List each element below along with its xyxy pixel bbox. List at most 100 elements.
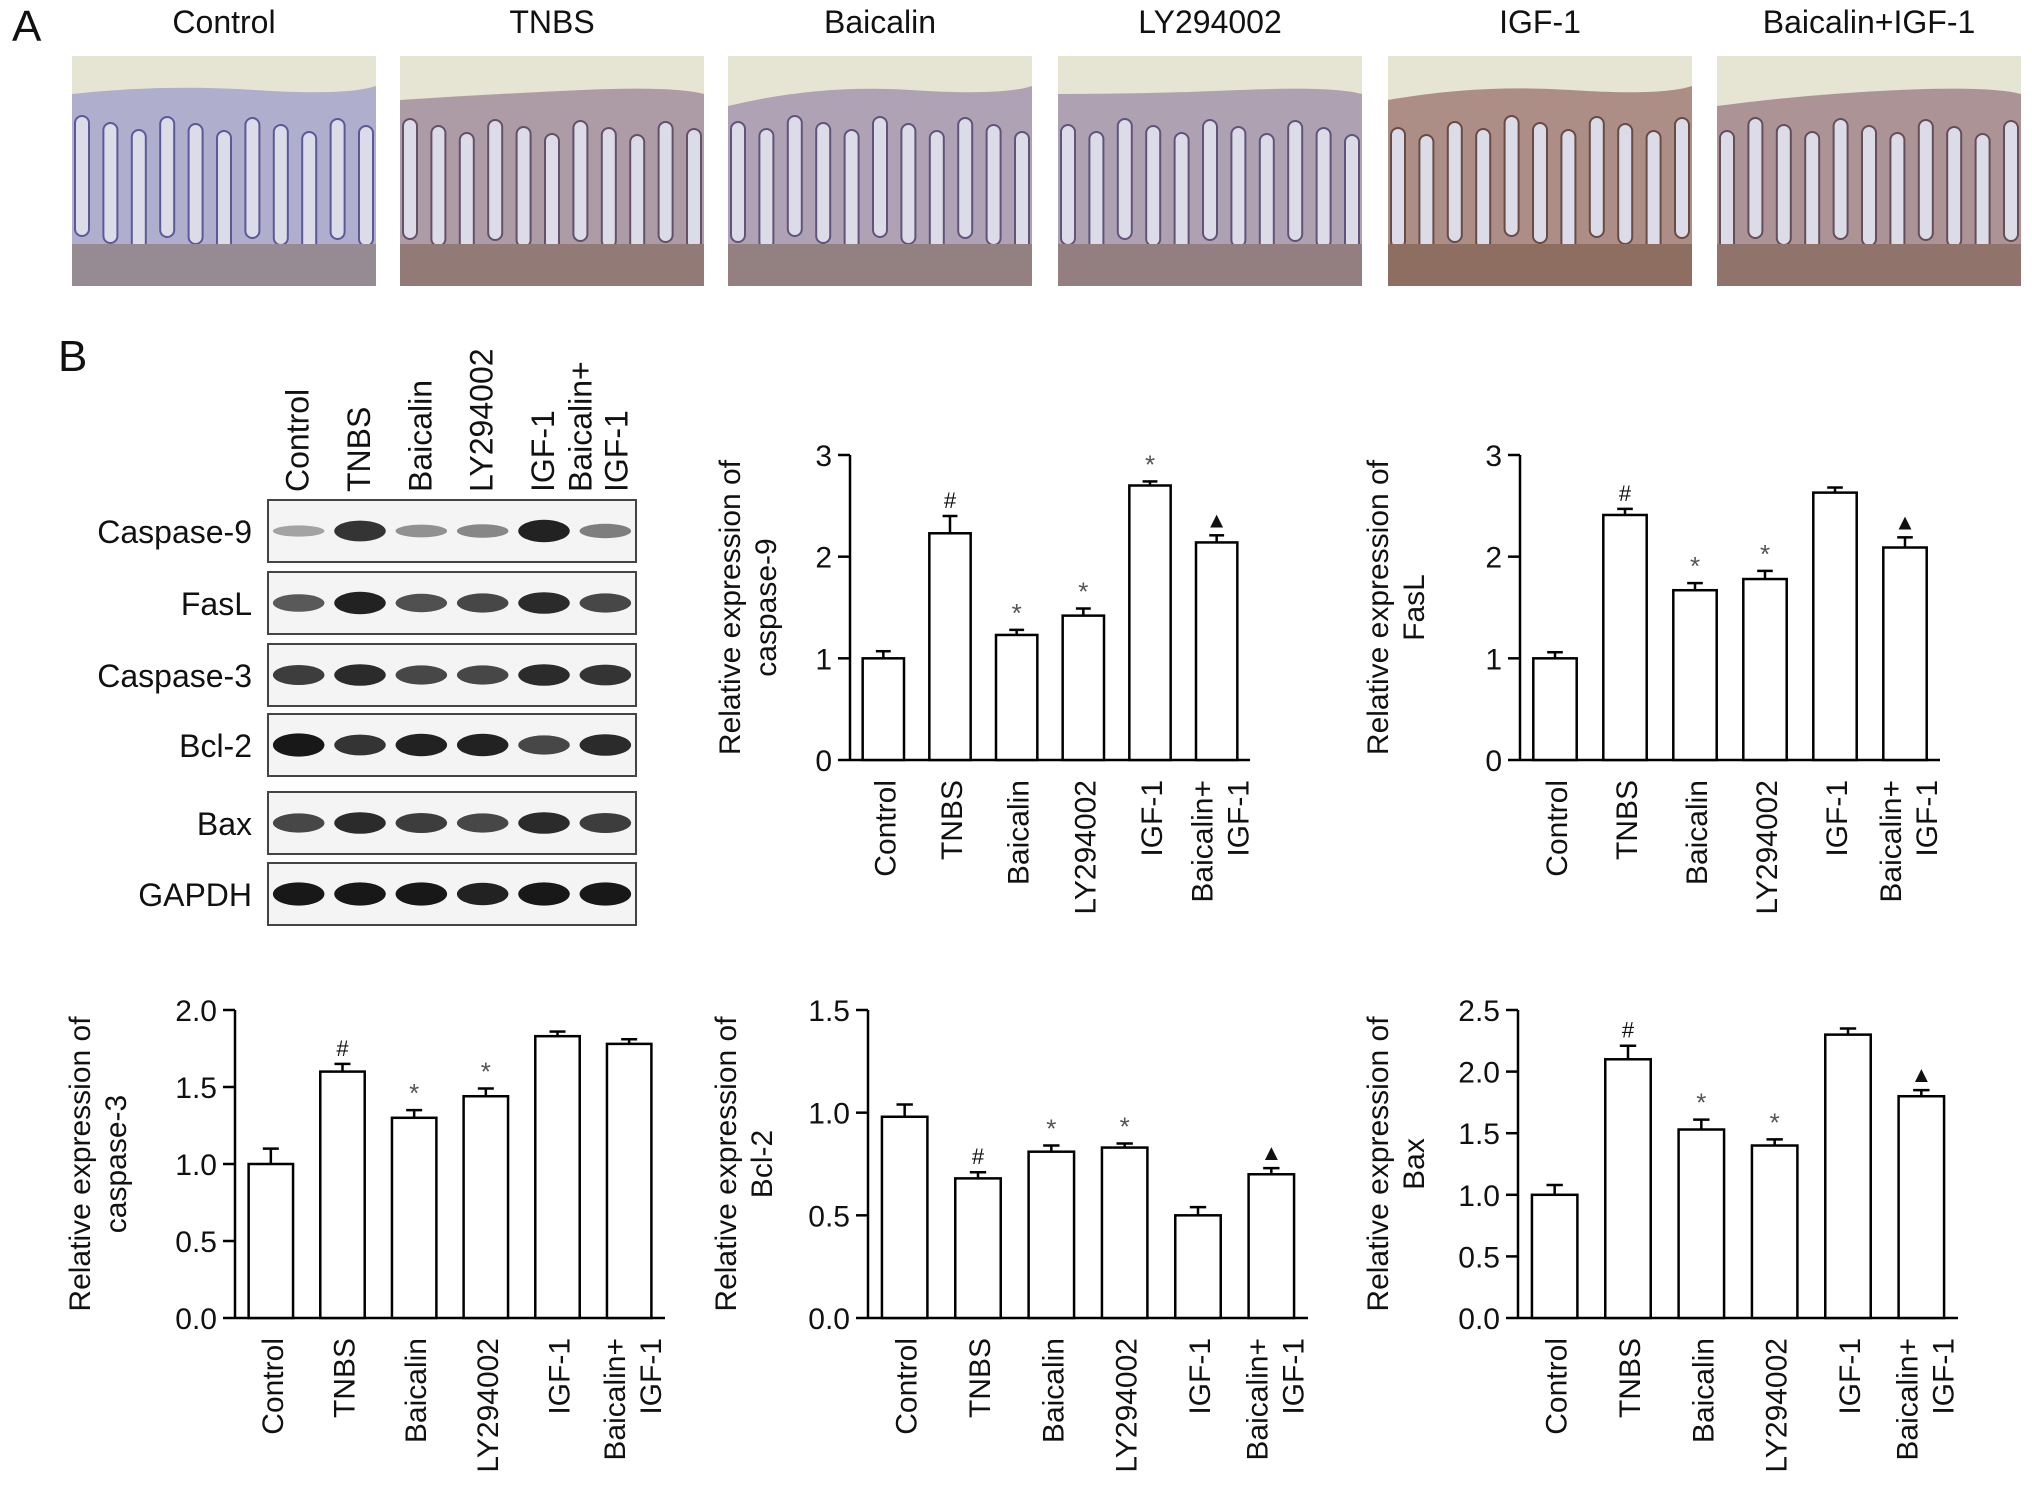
bar (994, 633, 1039, 762)
blot-strip (267, 791, 637, 855)
blot-band (272, 733, 325, 757)
significance-marker: ▲ (1894, 509, 1916, 534)
significance-marker: ▲ (1260, 1140, 1282, 1165)
bar (1530, 1193, 1579, 1320)
significance-marker: # (336, 1036, 349, 1061)
y-axis-label: Relative expression of (710, 1016, 743, 1312)
blot-strip (267, 643, 637, 707)
bar (1750, 1144, 1799, 1320)
significance-marker: * (1696, 1088, 1706, 1118)
bar (534, 1034, 581, 1320)
significance-marker: # (944, 488, 957, 513)
bar (1027, 1150, 1076, 1320)
y-tick-label: 1 (1485, 643, 1502, 676)
blot-strip (267, 499, 637, 563)
bar (954, 1177, 1002, 1320)
x-tick-label: Baicalin+ (1875, 780, 1908, 903)
blot-lane-label: IGF-1 (598, 410, 634, 492)
x-tick-label: IGF-1 (1277, 1338, 1310, 1415)
blot-strip (267, 713, 637, 777)
blot-band (456, 593, 509, 613)
x-tick-label: LY294002 (1111, 1338, 1144, 1473)
blot-band (395, 593, 448, 613)
bar (1604, 1058, 1652, 1320)
bar (1672, 588, 1718, 762)
y-tick-label: 1.0 (808, 1098, 850, 1131)
significance-marker: ▲ (1206, 507, 1228, 532)
significance-marker: * (481, 1057, 491, 1087)
bar (880, 1115, 929, 1320)
bar (1602, 513, 1648, 762)
blot-band (395, 882, 448, 906)
x-tick-label: IGF-1 (1223, 780, 1256, 857)
x-tick-label: Baicalin (1681, 780, 1714, 885)
micrograph-label: IGF-1 (1499, 4, 1581, 40)
x-tick-label: Baicalin (1003, 780, 1036, 885)
x-tick-label: IGF-1 (1911, 780, 1944, 857)
bar (1532, 657, 1578, 762)
significance-marker: * (1690, 551, 1700, 581)
x-tick-label: LY294002 (472, 1338, 505, 1473)
micrograph-image (400, 56, 704, 286)
bar (1882, 546, 1928, 762)
significance-marker: * (1760, 539, 1770, 569)
x-tick-label: Baicalin+ (1187, 780, 1220, 903)
y-tick-label: 2 (815, 542, 832, 575)
y-axis-label: caspase-9 (750, 538, 783, 676)
blot-band (456, 882, 509, 906)
y-axis-label: Relative expression of (714, 459, 747, 755)
x-tick-label: LY294002 (1069, 780, 1102, 915)
y-tick-label: 0 (815, 745, 832, 778)
y-tick-label: 0.0 (175, 1303, 217, 1336)
y-tick-label: 2.0 (1458, 1057, 1500, 1090)
significance-marker: # (972, 1144, 985, 1169)
x-tick-label: IGF-1 (1927, 1338, 1960, 1415)
blot-lane-label: IGF-1 (525, 410, 561, 492)
blot-band (334, 882, 386, 906)
micrograph-image (1058, 56, 1362, 286)
blot-band (272, 665, 325, 685)
blot-lane-label: Control (280, 389, 316, 492)
micrograph-label: Baicalin+IGF-1 (1762, 4, 1976, 40)
y-tick-label: 0.5 (1458, 1241, 1500, 1274)
blot-band (579, 523, 632, 539)
micrograph-label: Control (172, 4, 276, 40)
blot-row-label: Bcl-2 (179, 728, 252, 764)
x-tick-label: Control (1541, 780, 1574, 877)
blot-band (272, 813, 325, 833)
x-tick-label: IGF-1 (1821, 780, 1854, 857)
y-tick-label: 1.5 (1458, 1118, 1500, 1151)
blot-band (395, 665, 448, 685)
blot-band (272, 882, 325, 906)
blot-strip (267, 571, 637, 635)
bar (1812, 491, 1858, 762)
significance-marker: * (1046, 1114, 1056, 1144)
y-tick-label: 2.5 (1458, 995, 1500, 1028)
bar (1174, 1214, 1222, 1320)
significance-marker: * (409, 1078, 419, 1108)
significance-marker: ▲ (1910, 1062, 1932, 1087)
blot-band (334, 591, 386, 615)
y-tick-label: 3 (1485, 440, 1502, 473)
y-axis-label: Bcl-2 (746, 1130, 779, 1198)
blot-band (579, 813, 632, 833)
blot-row-label: Caspase-3 (97, 658, 252, 694)
bar (861, 657, 906, 762)
significance-marker: * (1012, 598, 1022, 628)
blot-lane-label: Baicalin (402, 380, 438, 492)
bar-chart-caspase-9: 0 1 2 3 Relative expression of caspase-9 Contr… (714, 440, 1256, 915)
significance-marker: * (1145, 449, 1155, 479)
bar (1247, 1173, 1296, 1320)
bar (1824, 1033, 1872, 1320)
significance-marker: # (1619, 481, 1632, 506)
y-axis-label: Relative expression of (1362, 459, 1395, 755)
micrograph-label: Baicalin (823, 4, 937, 40)
x-tick-label: TNBS (329, 1338, 362, 1418)
blot-band (579, 882, 632, 906)
y-axis-label: Bax (1398, 1138, 1431, 1190)
y-axis-label: caspase-3 (100, 1095, 133, 1233)
x-tick-label: IGF-1 (1136, 780, 1169, 857)
blot-band (579, 664, 632, 686)
blot-band (395, 733, 448, 757)
blot-band (518, 519, 570, 543)
